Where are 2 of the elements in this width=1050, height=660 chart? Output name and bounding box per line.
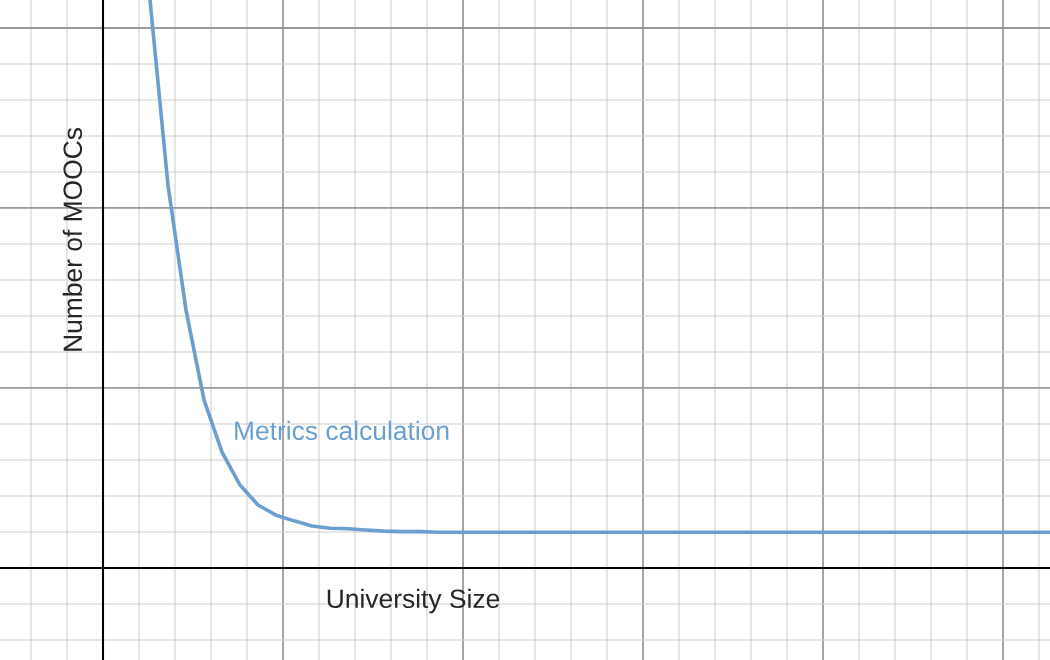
- x-axis-title: University Size: [327, 588, 500, 614]
- y-axis-title: Number of MOOCs: [62, 128, 83, 351]
